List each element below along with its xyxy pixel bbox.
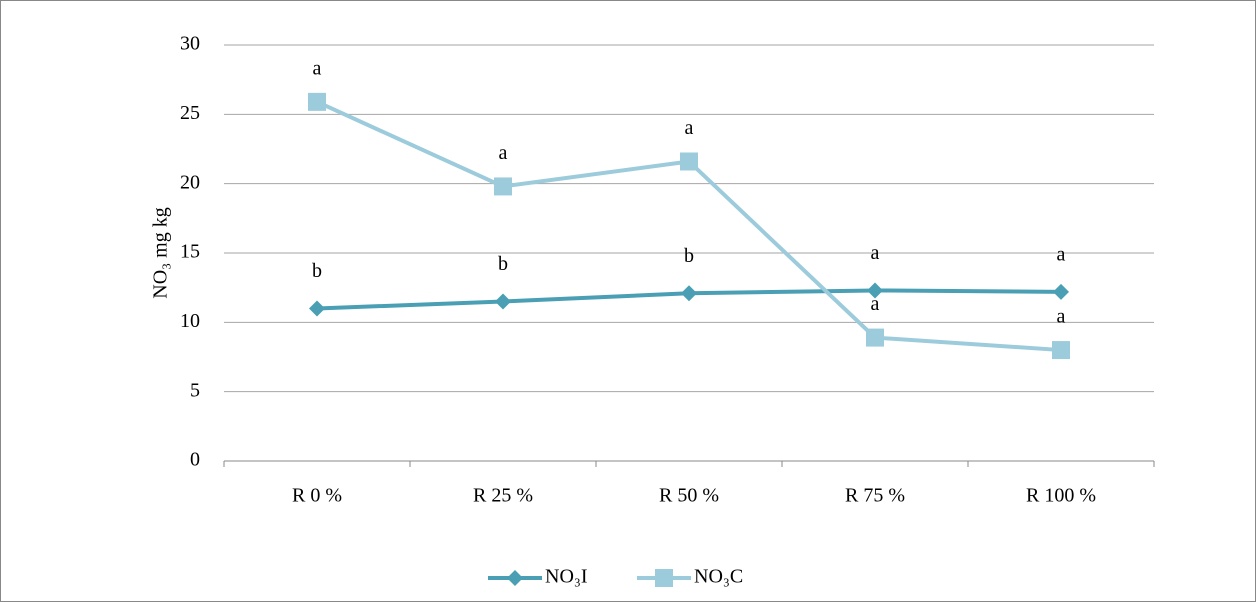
annotation: b (684, 245, 694, 267)
annotation: a (871, 293, 880, 315)
legend-label: NO₃C (694, 566, 743, 588)
annotation: b (312, 260, 322, 282)
y-tick-label: 30 (180, 33, 200, 55)
y-axis-label: NO₃ mg kg (150, 207, 172, 298)
data-point (309, 300, 325, 317)
legend-label: NO₃I (545, 566, 588, 588)
data-point (680, 152, 698, 171)
x-tick-label: R 25 % (473, 485, 533, 507)
data-point (308, 92, 326, 111)
legend-marker (507, 570, 523, 586)
data-point (681, 285, 697, 302)
x-tick-label: R 0 % (292, 485, 342, 507)
y-tick-label: 25 (180, 102, 200, 124)
annotation: a (313, 57, 322, 79)
annotation: a (499, 142, 508, 164)
x-tick-label: R 75 % (845, 485, 905, 507)
x-tick-label: R 50 % (659, 485, 719, 507)
x-tick-label: R 100 % (1026, 485, 1096, 507)
annotation: a (871, 242, 880, 264)
data-point (1053, 283, 1069, 300)
legend-marker (655, 569, 673, 587)
y-tick-label: 15 (180, 241, 200, 263)
y-tick-label: 10 (180, 310, 200, 332)
data-point (866, 328, 884, 347)
data-point (867, 282, 883, 299)
data-point (495, 293, 511, 310)
annotation: b (498, 253, 508, 275)
annotation: a (1057, 243, 1066, 265)
data-point (1052, 341, 1070, 360)
y-tick-label: 20 (180, 171, 200, 193)
annotation: a (685, 117, 694, 139)
y-tick-label: 0 (190, 449, 200, 471)
y-tick-label: 5 (190, 379, 200, 401)
data-point (494, 177, 512, 196)
annotation: a (1057, 306, 1066, 328)
